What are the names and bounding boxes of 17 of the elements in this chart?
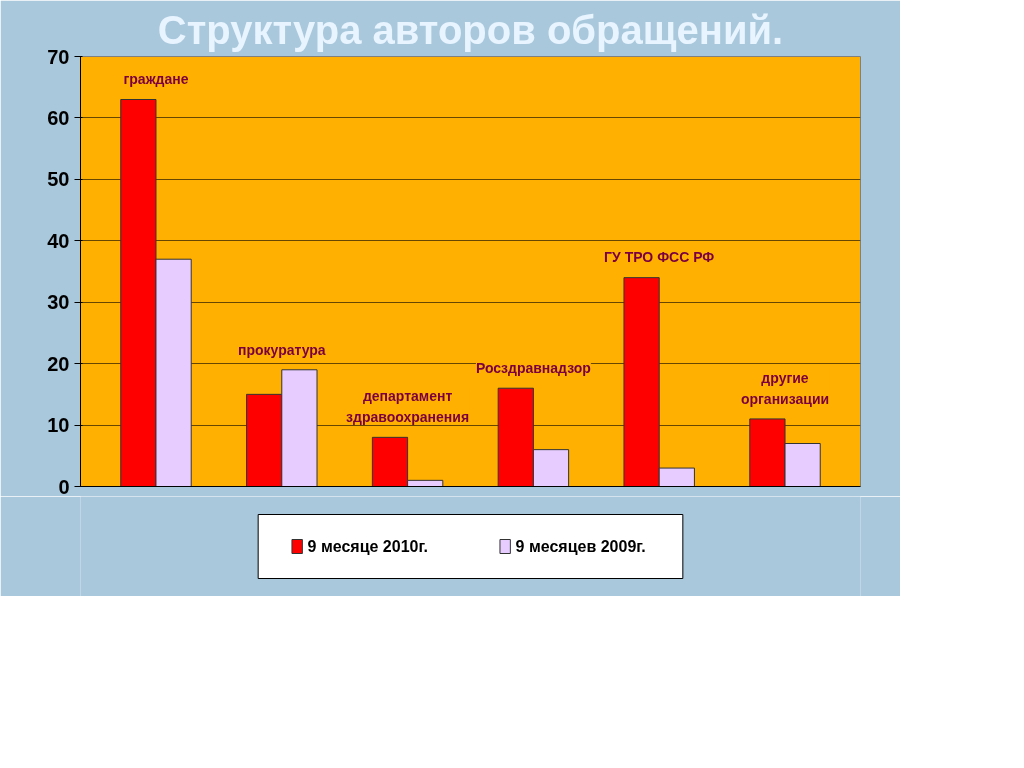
chart-title: Структура авторов обращений. bbox=[157, 7, 784, 52]
x-tick-label: прокуратура bbox=[237, 341, 326, 358]
legend-label: 9 месяцев 2009г. bbox=[515, 538, 646, 555]
y-tick-label: 10 bbox=[47, 414, 70, 437]
y-tick-label: 30 bbox=[47, 291, 70, 314]
x-tick-label: Росздравнадзор bbox=[475, 359, 591, 376]
y-tick-label: 60 bbox=[47, 106, 70, 129]
y-tick-label: 50 bbox=[47, 168, 70, 191]
x-tick-label: ГУ ТРО ФСС РФ bbox=[604, 249, 715, 266]
y-tick-label: 40 bbox=[47, 229, 70, 252]
y-tick-label: 20 bbox=[47, 352, 70, 375]
legend-label: 9 месяце 2010г. bbox=[307, 538, 428, 555]
y-tick-label: 0 bbox=[58, 475, 70, 498]
x-tick-label: другие организации bbox=[740, 369, 830, 407]
y-tick-label: 70 bbox=[47, 45, 70, 68]
x-tick-label: департамент здравоохранения bbox=[346, 388, 470, 426]
x-tick-label: граждане bbox=[123, 71, 189, 88]
